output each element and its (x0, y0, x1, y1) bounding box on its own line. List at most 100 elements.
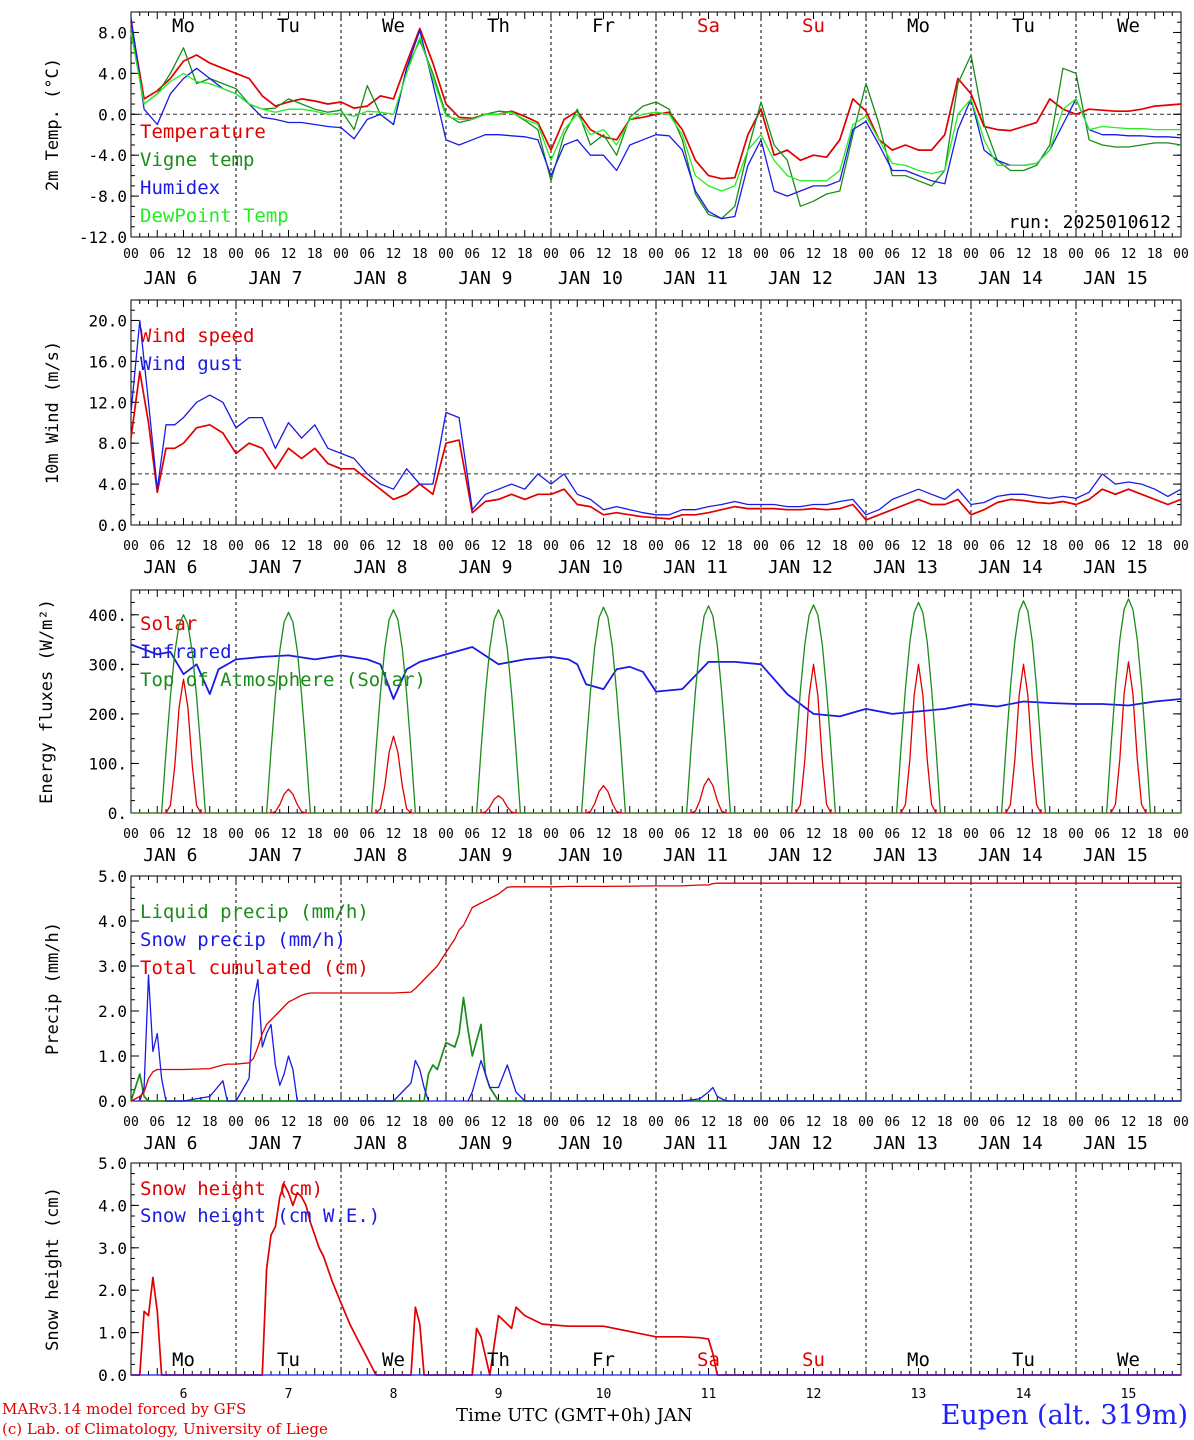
hour-label: 00 (123, 827, 139, 842)
hour-label: 06 (989, 1115, 1005, 1130)
y-tick-label: 0.0 (98, 516, 127, 535)
hour-label: 00 (963, 1115, 979, 1130)
date-label: JAN 6 (143, 1133, 197, 1154)
weekday-label: We (382, 1349, 405, 1371)
hour-label: 00 (648, 1115, 664, 1130)
hour-label: 12 (386, 247, 402, 262)
y-tick-label: 300. (88, 655, 127, 674)
legend-entry: DewPoint Temp (140, 205, 289, 227)
y-tick-label: 200. (88, 705, 127, 724)
weekday-label: Fr (592, 1349, 615, 1371)
hour-label: 06 (359, 247, 375, 262)
hour-label: 12 (1016, 247, 1032, 262)
hour-label: 12 (176, 539, 192, 554)
hour-label: 18 (622, 1115, 638, 1130)
hour-label: 00 (333, 539, 349, 554)
hour-label: 12 (701, 827, 717, 842)
hour-label: 06 (989, 827, 1005, 842)
hour-label: 00 (648, 247, 664, 262)
day-number-label: 6 (180, 1387, 188, 1400)
series-line-temperature (130, 22, 1182, 180)
hour-label: 18 (307, 1115, 323, 1130)
hour-label: 18 (412, 827, 428, 842)
date-label: JAN 8 (353, 268, 407, 289)
chart-panel-4: 5.0 4.0 3.0 2.0 1.0 0.0 Precip (mm/h) 00 06 12 18 J… (43, 867, 1189, 1154)
hour-label: 06 (464, 827, 480, 842)
series-line-infrared (130, 643, 1182, 718)
legend-entry: Wind gust (140, 353, 243, 375)
date-label: JAN 12 (768, 268, 833, 289)
hour-label: 06 (674, 539, 690, 554)
hour-label: 06 (884, 1115, 900, 1130)
hour-label: 06 (989, 539, 1005, 554)
hour-label: 00 (753, 1115, 769, 1130)
hour-label: 12 (1121, 1115, 1137, 1130)
y-tick-label: 3.0 (98, 1239, 127, 1258)
date-label: JAN 13 (873, 845, 938, 866)
hour-label: 00 (228, 539, 244, 554)
date-label: JAN 10 (558, 1133, 623, 1154)
legend-entry: Snow height (cm) (140, 1178, 323, 1200)
hour-label: 18 (1147, 827, 1163, 842)
weekday-label: Tu (277, 1349, 300, 1371)
hour-label: 06 (569, 827, 585, 842)
hour-label: 12 (176, 827, 192, 842)
date-label: JAN 8 (353, 1133, 407, 1154)
day-number-label: 11 (701, 1387, 717, 1400)
hour-label: 18 (727, 1115, 743, 1130)
date-label: JAN 6 (143, 557, 197, 578)
y-axis-label: Energy fluxes (W/m²) (37, 599, 57, 804)
hour-label: 06 (359, 539, 375, 554)
hour-label: 06 (1094, 539, 1110, 554)
y-axis-label: Precip (mm/h) (43, 922, 63, 1055)
weekday-label: Tu (277, 15, 300, 37)
chart-panel-3: 400. 300. 200. 100. 0. Energy fluxes (W/m²) 00… (37, 589, 1189, 866)
hour-label: 00 (438, 247, 454, 262)
hour-label: 06 (254, 1115, 270, 1130)
hour-label: 06 (359, 1115, 375, 1130)
date-label: JAN 15 (1083, 557, 1148, 578)
hour-label: 18 (517, 247, 533, 262)
series-line-vigne-temp (130, 27, 1182, 220)
hour-label: 06 (779, 827, 795, 842)
y-tick-label: 400. (88, 606, 127, 625)
y-tick-label: 5.0 (98, 867, 127, 886)
hour-label: 00 (543, 539, 559, 554)
day-number-label: 12 (806, 1387, 822, 1400)
date-label: JAN 8 (353, 557, 407, 578)
weekday-label: Su (802, 15, 825, 37)
hour-label: 00 (438, 539, 454, 554)
date-label: JAN 10 (558, 845, 623, 866)
y-tick-label: 3.0 (98, 957, 127, 976)
weekday-label: Mo (907, 1349, 930, 1371)
hour-label: 12 (596, 539, 612, 554)
hour-label: 00 (963, 827, 979, 842)
y-tick-label: -12.0 (79, 228, 127, 247)
date-label: JAN 14 (978, 1133, 1043, 1154)
hour-label: 18 (1147, 247, 1163, 262)
hour-label: 12 (911, 827, 927, 842)
hour-label: 12 (911, 1115, 927, 1130)
y-tick-label: 1.0 (98, 1324, 127, 1343)
hour-label: 18 (412, 539, 428, 554)
hour-label: 06 (254, 247, 270, 262)
hour-label: 06 (1094, 1115, 1110, 1130)
hour-label: 18 (937, 827, 953, 842)
hour-label: 06 (884, 827, 900, 842)
plot-frame (130, 299, 1182, 526)
hour-label: 00 (438, 1115, 454, 1130)
hour-label: 12 (1016, 539, 1032, 554)
weekday-label: Tu (1012, 15, 1035, 37)
date-label: JAN 9 (458, 1133, 512, 1154)
legend-entry: Snow precip (mm/h) (140, 929, 346, 951)
weekday-label: Sa (697, 15, 720, 37)
day-number-label: 9 (495, 1387, 503, 1400)
y-tick-label: 4.0 (98, 64, 127, 83)
hour-label: 06 (779, 539, 795, 554)
model-credit: MARv3.14 model forced by GFS (2, 1400, 247, 1418)
hour-label: 12 (1121, 539, 1137, 554)
legend-entry: Top of Atmosphere (Solar) (140, 669, 426, 691)
series-line-wind-gust (130, 319, 1182, 516)
chart-panel-2: 20.0 16.0 12.0 8.0 4.0 0.0 10m Wind (m/s) 00 06 1… (43, 299, 1189, 578)
y-tick-label: 0.0 (98, 1092, 127, 1111)
